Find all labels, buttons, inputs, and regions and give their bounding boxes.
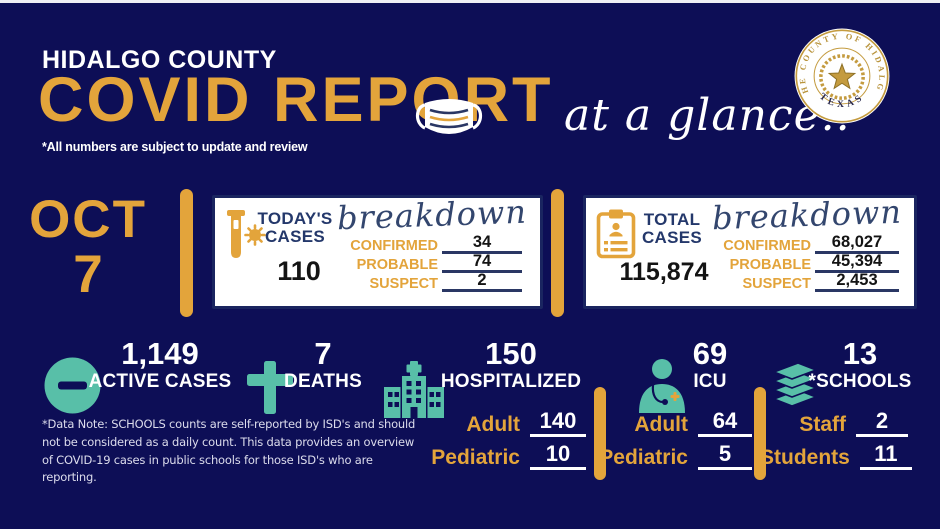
top-edge-strip (0, 0, 940, 3)
row-value: 45,394 (815, 253, 899, 273)
row-label: SUSPECT (742, 276, 812, 292)
active-cases-value: 1,149 (121, 336, 199, 371)
row-value: 34 (442, 234, 522, 254)
icu-value: 69 (692, 336, 728, 371)
schools-stat: 13 *SCHOOLS (808, 337, 912, 393)
breakdown-row: CONFIRMED 68,027 (714, 234, 902, 254)
hospitalized-value: 150 (485, 336, 537, 371)
substat-row: Adult 64 (596, 410, 752, 437)
divider (180, 189, 193, 317)
test-tube-virus-icon (227, 210, 266, 258)
data-note: *Data Note: SCHOOLS counts are self-repo… (42, 417, 416, 485)
schools-value: 13 (842, 336, 878, 371)
substat-value: 140 (530, 410, 586, 437)
row-value: 74 (442, 253, 522, 273)
row-value: 2,453 (815, 272, 899, 292)
seal-star (827, 62, 857, 90)
face-mask-icon (415, 99, 483, 134)
card-title: TOTAL CASES (641, 210, 703, 247)
substat-row: Pediatric 5 (596, 443, 752, 470)
breakdown-row: PROBABLE 45,394 (714, 253, 902, 273)
icu-breakdown: Adult 64 Pediatric 5 (596, 410, 752, 476)
row-value: 68,027 (815, 234, 899, 254)
report-date: OCT 7 (28, 192, 148, 302)
substat-row: Students 11 (760, 443, 912, 470)
hospitalized-label: HOSPITALIZED (440, 371, 582, 392)
deaths-value: 7 (314, 336, 332, 371)
row-label: PROBABLE (729, 257, 811, 273)
substat-label: Pediatric (599, 446, 688, 469)
total-cases-card: TOTAL CASES 115,874 breakdown CONFIRMED … (583, 192, 917, 309)
cross-icon (247, 361, 293, 414)
substat-label: Adult (466, 413, 520, 436)
breakdown-row: CONFIRMED 34 (341, 234, 525, 254)
divider (594, 387, 606, 480)
substat-value: 11 (859, 443, 912, 470)
numbers-disclaimer: *All numbers are subject to update and r… (42, 140, 308, 154)
breakdown-heading: breakdown (336, 192, 528, 238)
hospitalized-stat: 150 HOSPITALIZED (440, 337, 582, 393)
breakdown-rows: CONFIRMED 34 PROBABLE 74 SUSPECT 2 (341, 234, 525, 292)
substat-row: Adult 140 (428, 410, 586, 437)
icu-stat: 69 ICU (676, 337, 744, 393)
date-day: 7 (73, 245, 103, 304)
active-cases-stat: 1,149 ACTIVE CASES (86, 337, 234, 393)
card-title: TODAY'S CASES (257, 209, 333, 246)
active-cases-label: ACTIVE CASES (88, 371, 232, 392)
deaths-label: DEATHS (284, 371, 362, 392)
row-label: SUSPECT (369, 276, 439, 292)
substat-value: 10 (530, 443, 586, 470)
clipboard-icon (596, 209, 636, 259)
breakdown-row: PROBABLE 74 (341, 253, 525, 273)
total-cases-total: 115,874 (619, 258, 709, 286)
substat-row: Pediatric 10 (428, 443, 586, 470)
substat-label: Students (760, 446, 850, 469)
todays-cases-card: TODAY'S CASES 110 breakdown CONFIRMED 34… (212, 192, 543, 309)
substat-value: 64 (698, 410, 752, 437)
substat-label: Staff (799, 413, 846, 436)
breakdown-row: SUSPECT 2 (341, 272, 525, 292)
schools-label: *SCHOOLS (808, 371, 912, 392)
substat-label: Pediatric (431, 446, 520, 469)
substat-value: 2 (856, 410, 908, 437)
schools-breakdown: Staff 2 Students 11 (760, 410, 912, 476)
row-label: CONFIRMED (350, 238, 438, 254)
county-seal: THE COUNTY OF HIDALGO TEXAS (793, 27, 890, 124)
substat-label: Adult (634, 413, 688, 436)
breakdown-rows: CONFIRMED 68,027 PROBABLE 45,394 SUSPECT… (714, 234, 902, 292)
row-value: 2 (442, 272, 522, 292)
row-label: PROBABLE (356, 257, 438, 273)
county-name: HIDALGO COUNTY (42, 46, 277, 74)
minus-circle-icon (44, 357, 101, 414)
breakdown-heading: breakdown (711, 192, 903, 238)
substat-value: 5 (698, 443, 752, 470)
substat-row: Staff 2 (760, 410, 908, 437)
divider (551, 189, 564, 317)
todays-cases-total: 110 (277, 256, 321, 286)
date-month: OCT (29, 190, 147, 249)
icu-label: ICU (693, 371, 727, 392)
divider (754, 387, 766, 480)
breakdown-row: SUSPECT 2,453 (714, 272, 902, 292)
deaths-stat: 7 DEATHS (282, 337, 364, 393)
doctor-icon (639, 359, 685, 413)
hospital-icon (384, 361, 444, 418)
row-label: CONFIRMED (723, 238, 811, 254)
hospitalized-breakdown: Adult 140 Pediatric 10 (428, 410, 586, 476)
books-icon (771, 362, 819, 407)
